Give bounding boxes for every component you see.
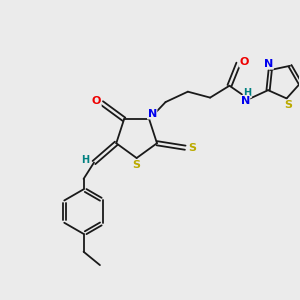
Text: O: O: [239, 57, 248, 67]
Text: H: H: [81, 154, 89, 165]
Text: S: S: [188, 143, 196, 153]
Text: N: N: [148, 109, 157, 119]
Text: S: S: [133, 160, 141, 170]
Text: N: N: [241, 96, 250, 106]
Text: S: S: [284, 100, 292, 110]
Text: N: N: [264, 59, 273, 69]
Text: H: H: [243, 88, 251, 98]
Text: O: O: [92, 97, 101, 106]
